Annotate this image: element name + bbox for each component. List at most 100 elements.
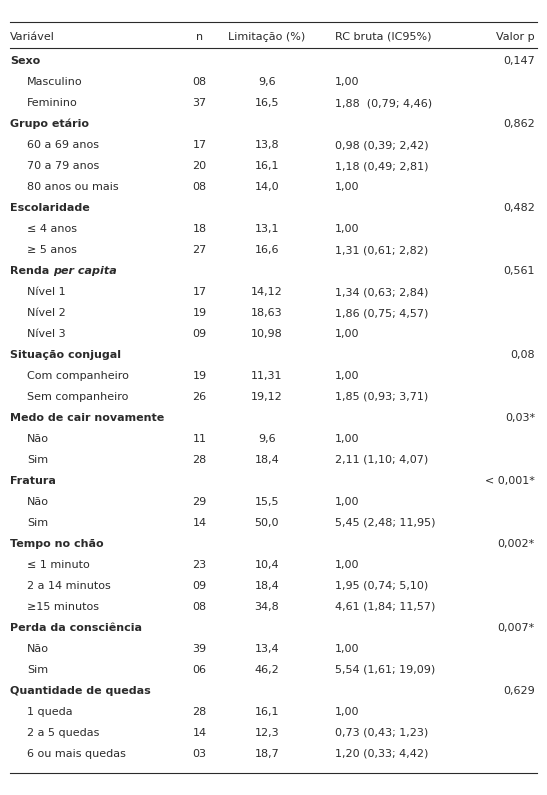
Text: Valor p: Valor p — [496, 32, 535, 41]
Text: per capita: per capita — [53, 266, 117, 276]
Text: 1,00: 1,00 — [335, 371, 359, 381]
Text: 1,18 (0,49; 2,81): 1,18 (0,49; 2,81) — [335, 161, 428, 171]
Text: 18,4: 18,4 — [254, 455, 280, 465]
Text: 1,95 (0,74; 5,10): 1,95 (0,74; 5,10) — [335, 581, 428, 591]
Text: n: n — [196, 32, 203, 41]
Text: Variável: Variável — [10, 32, 55, 41]
Text: Feminino: Feminino — [27, 98, 78, 108]
Text: Fratura: Fratura — [10, 476, 56, 486]
Text: 1,88  (0,79; 4,46): 1,88 (0,79; 4,46) — [335, 98, 432, 108]
Text: 16,6: 16,6 — [255, 245, 279, 255]
Text: Situação conjugal: Situação conjugal — [10, 350, 121, 360]
Text: Sexo: Sexo — [10, 56, 40, 66]
Text: 18,63: 18,63 — [251, 308, 283, 318]
Text: 1 queda: 1 queda — [27, 707, 73, 717]
Text: Nível 2: Nível 2 — [27, 308, 66, 318]
Text: 1,00: 1,00 — [335, 497, 359, 507]
Text: 9,6: 9,6 — [258, 434, 276, 444]
Text: 10,4: 10,4 — [254, 560, 280, 570]
Text: 18,7: 18,7 — [254, 749, 280, 759]
Text: 39: 39 — [193, 644, 207, 653]
Text: 26: 26 — [193, 392, 207, 402]
Text: 0,482: 0,482 — [503, 203, 535, 213]
Text: 14: 14 — [193, 728, 207, 738]
Text: 11: 11 — [193, 434, 207, 444]
Text: 2 a 5 quedas: 2 a 5 quedas — [27, 728, 100, 738]
Text: 16,1: 16,1 — [255, 707, 279, 717]
Text: 14: 14 — [193, 518, 207, 528]
Text: 16,1: 16,1 — [255, 161, 279, 171]
Text: 18,4: 18,4 — [254, 581, 280, 591]
Text: Perda da consciência: Perda da consciência — [10, 623, 142, 633]
Text: 0,98 (0,39; 2,42): 0,98 (0,39; 2,42) — [335, 140, 428, 150]
Text: 10,98: 10,98 — [251, 329, 283, 339]
Text: 1,00: 1,00 — [335, 560, 359, 570]
Text: 06: 06 — [193, 665, 207, 675]
Text: ≤ 4 anos: ≤ 4 anos — [27, 224, 77, 234]
Text: 12,3: 12,3 — [254, 728, 280, 738]
Text: 14,12: 14,12 — [251, 287, 283, 297]
Text: 0,007*: 0,007* — [498, 623, 535, 633]
Text: 23: 23 — [193, 560, 207, 570]
Text: Limitação (%): Limitação (%) — [228, 32, 306, 41]
Text: 09: 09 — [193, 581, 207, 591]
Text: 1,31 (0,61; 2,82): 1,31 (0,61; 2,82) — [335, 245, 428, 255]
Text: Renda: Renda — [10, 266, 53, 276]
Text: 1,34 (0,63; 2,84): 1,34 (0,63; 2,84) — [335, 287, 428, 297]
Text: Masculino: Masculino — [27, 77, 83, 87]
Text: 6 ou mais quedas: 6 ou mais quedas — [27, 749, 126, 759]
Text: ≥15 minutos: ≥15 minutos — [27, 602, 100, 612]
Text: 19,12: 19,12 — [251, 392, 283, 402]
Text: 13,4: 13,4 — [254, 644, 280, 653]
Text: 19: 19 — [193, 308, 207, 318]
Text: 1,00: 1,00 — [335, 644, 359, 653]
Text: 15,5: 15,5 — [255, 497, 279, 507]
Text: Não: Não — [27, 644, 49, 653]
Text: 0,147: 0,147 — [503, 56, 535, 66]
Text: 1,86 (0,75; 4,57): 1,86 (0,75; 4,57) — [335, 308, 428, 318]
Text: 0,03*: 0,03* — [505, 413, 535, 423]
Text: 28: 28 — [193, 455, 207, 465]
Text: 17: 17 — [193, 287, 207, 297]
Text: Sim: Sim — [27, 665, 49, 675]
Text: 08: 08 — [193, 77, 207, 87]
Text: RC bruta (IC95%): RC bruta (IC95%) — [335, 32, 431, 41]
Text: 50,0: 50,0 — [255, 518, 279, 528]
Text: 1,85 (0,93; 3,71): 1,85 (0,93; 3,71) — [335, 392, 428, 402]
Text: ≥ 5 anos: ≥ 5 anos — [27, 245, 77, 255]
Text: 1,00: 1,00 — [335, 77, 359, 87]
Text: 14,0: 14,0 — [254, 182, 280, 192]
Text: 0,561: 0,561 — [503, 266, 535, 276]
Text: Não: Não — [27, 497, 49, 507]
Text: < 0,001*: < 0,001* — [485, 476, 535, 486]
Text: 08: 08 — [193, 602, 207, 612]
Text: 1,00: 1,00 — [335, 329, 359, 339]
Text: 80 anos ou mais: 80 anos ou mais — [27, 182, 119, 192]
Text: 28: 28 — [193, 707, 207, 717]
Text: ≤ 1 minuto: ≤ 1 minuto — [27, 560, 90, 570]
Text: Sem companheiro: Sem companheiro — [27, 392, 129, 402]
Text: 46,2: 46,2 — [254, 665, 280, 675]
Text: Sim: Sim — [27, 518, 49, 528]
Text: 5,45 (2,48; 11,95): 5,45 (2,48; 11,95) — [335, 518, 435, 528]
Text: Não: Não — [27, 434, 49, 444]
Text: 0,629: 0,629 — [503, 686, 535, 696]
Text: Escolaridade: Escolaridade — [10, 203, 90, 213]
Text: 2,11 (1,10; 4,07): 2,11 (1,10; 4,07) — [335, 455, 428, 465]
Text: 11,31: 11,31 — [251, 371, 283, 381]
Text: 0,08: 0,08 — [510, 350, 535, 360]
Text: 18: 18 — [193, 224, 207, 234]
Text: 17: 17 — [193, 140, 207, 150]
Text: Medo de cair novamente: Medo de cair novamente — [10, 413, 164, 423]
Text: 08: 08 — [193, 182, 207, 192]
Text: 4,61 (1,84; 11,57): 4,61 (1,84; 11,57) — [335, 602, 435, 612]
Text: Tempo no chão: Tempo no chão — [10, 539, 103, 549]
Text: 29: 29 — [193, 497, 207, 507]
Text: 13,8: 13,8 — [254, 140, 280, 150]
Text: 27: 27 — [193, 245, 207, 255]
Text: 2 a 14 minutos: 2 a 14 minutos — [27, 581, 111, 591]
Text: Nível 3: Nível 3 — [27, 329, 66, 339]
Text: 19: 19 — [193, 371, 207, 381]
Text: 1,00: 1,00 — [335, 182, 359, 192]
Text: 1,00: 1,00 — [335, 707, 359, 717]
